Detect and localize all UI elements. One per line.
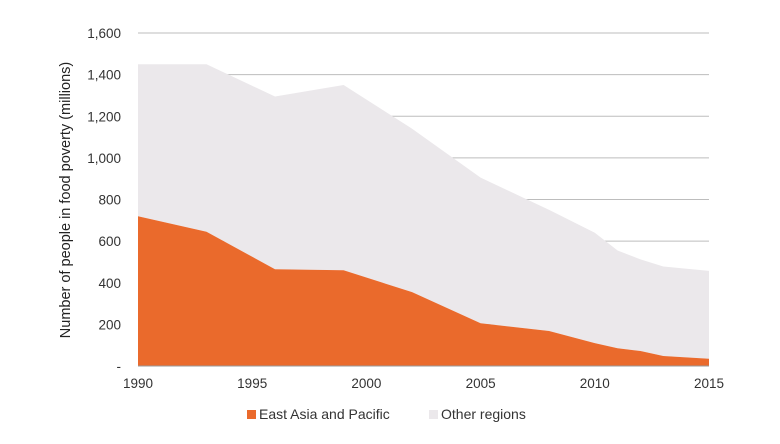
y-tick-label: 200 bbox=[98, 317, 121, 332]
y-tick-label: 1,200 bbox=[87, 109, 121, 124]
area-other-regions bbox=[138, 64, 709, 359]
y-tick-label: 1,600 bbox=[87, 26, 121, 41]
legend-item-east-asia-pacific: East Asia and Pacific bbox=[247, 406, 390, 422]
y-tick-label: - bbox=[117, 359, 122, 374]
y-tick-label: 1,000 bbox=[87, 151, 121, 166]
y-tick-label: 800 bbox=[98, 193, 121, 208]
area-series bbox=[138, 64, 709, 366]
legend-swatch bbox=[429, 410, 438, 419]
x-tick-label: 2015 bbox=[694, 376, 724, 391]
y-tick-label: 600 bbox=[98, 234, 121, 249]
area-east-asia-pacific bbox=[138, 216, 709, 366]
y-tick-label: 1,400 bbox=[87, 68, 121, 83]
x-tick-label: 1995 bbox=[237, 376, 267, 391]
x-tick-label: 2010 bbox=[580, 376, 610, 391]
legend-label: Other regions bbox=[441, 406, 526, 422]
legend: East Asia and Pacific Other regions bbox=[247, 406, 526, 422]
legend-label: East Asia and Pacific bbox=[259, 406, 390, 422]
x-tick-label: 1990 bbox=[123, 376, 153, 391]
y-axis-label: Number of people in food poverty (millio… bbox=[58, 62, 74, 338]
axes: - 200 400 600 800 1,000 1,200 1,400 1,600 1990 199… bbox=[87, 26, 724, 391]
legend-swatch bbox=[247, 410, 256, 419]
x-tick-label: 2005 bbox=[466, 376, 496, 391]
x-tick-label: 2000 bbox=[351, 376, 381, 391]
y-tick-label: 400 bbox=[98, 276, 121, 291]
legend-item-other-regions: Other regions bbox=[429, 406, 526, 422]
